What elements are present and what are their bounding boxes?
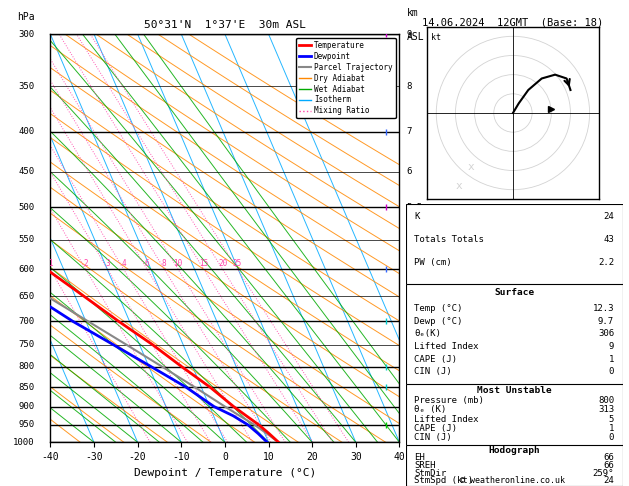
Text: Totals Totals: Totals Totals [415,235,484,244]
Text: x: x [467,162,474,172]
Text: 2: 2 [83,259,88,268]
Text: 1: 1 [609,355,614,364]
Legend: Temperature, Dewpoint, Parcel Trajectory, Dry Adiabat, Wet Adiabat, Isotherm, Mi: Temperature, Dewpoint, Parcel Trajectory… [296,38,396,119]
Text: CIN (J): CIN (J) [415,433,452,442]
Text: 313: 313 [598,405,614,415]
Text: 3: 3 [105,259,109,268]
Text: 20: 20 [218,259,227,268]
Text: 15: 15 [199,259,208,268]
Text: LCL: LCL [406,425,423,434]
Text: Surface: Surface [494,288,534,297]
Text: 6: 6 [145,259,149,268]
Text: θₑ(K): θₑ(K) [415,330,442,338]
Text: 7: 7 [406,127,412,136]
Text: 24: 24 [603,212,614,221]
Text: θₑ (K): θₑ (K) [415,405,447,415]
Text: 14.06.2024  12GMT  (Base: 18): 14.06.2024 12GMT (Base: 18) [422,17,603,27]
Text: 350: 350 [18,82,35,91]
Text: 12.3: 12.3 [593,304,614,313]
X-axis label: Dewpoint / Temperature (°C): Dewpoint / Temperature (°C) [134,468,316,478]
Text: 700: 700 [18,317,35,326]
Text: 1: 1 [609,424,614,433]
Text: 0: 0 [609,433,614,442]
Text: 600: 600 [18,264,35,274]
Text: 0.5: 0.5 [406,420,423,429]
Text: 9: 9 [406,30,412,38]
Text: 66: 66 [603,461,614,470]
Text: ASL: ASL [406,32,424,42]
Text: 2: 2 [406,362,412,371]
Text: K: K [415,212,420,221]
Text: 259°: 259° [593,469,614,478]
Text: EH: EH [415,453,425,462]
Text: 800: 800 [18,362,35,371]
Text: PW (cm): PW (cm) [415,258,452,267]
Text: 2.5: 2.5 [406,340,423,349]
Text: 400: 400 [18,127,35,136]
Text: 8: 8 [162,259,167,268]
Text: 6: 6 [406,167,412,176]
Text: Pressure (mb): Pressure (mb) [415,396,484,405]
Text: 8: 8 [406,82,412,91]
Text: 1: 1 [48,259,53,268]
Text: kt: kt [430,33,440,42]
Text: 25: 25 [233,259,242,268]
Text: 450: 450 [18,167,35,176]
Text: 9: 9 [609,342,614,351]
Text: 500: 500 [18,203,35,212]
Text: 550: 550 [18,235,35,244]
Text: CAPE (J): CAPE (J) [415,355,457,364]
Text: Dewp (°C): Dewp (°C) [415,317,463,326]
Text: StmDir: StmDir [415,469,447,478]
Text: 4: 4 [121,259,126,268]
Text: 650: 650 [18,292,35,301]
Text: Lifted Index: Lifted Index [415,415,479,424]
Text: 1000: 1000 [13,438,35,447]
Text: CAPE (J): CAPE (J) [415,424,457,433]
Text: hPa: hPa [17,12,35,22]
Text: 800: 800 [598,396,614,405]
Text: 0: 0 [609,367,614,376]
Text: 9.7: 9.7 [598,317,614,326]
Text: 5.5: 5.5 [406,203,423,212]
Text: 900: 900 [18,402,35,411]
Text: Lifted Index: Lifted Index [415,342,479,351]
Text: 950: 950 [18,420,35,429]
Text: x: x [456,181,463,191]
Text: 300: 300 [18,30,35,38]
Text: 850: 850 [18,382,35,392]
Text: Mixing Ratio (g/kg): Mixing Ratio (g/kg) [444,220,453,322]
Text: 5: 5 [609,415,614,424]
Text: 3: 3 [406,317,412,326]
Text: 1.5: 1.5 [406,382,423,392]
Text: © weatheronline.co.uk: © weatheronline.co.uk [460,476,565,485]
Text: 10: 10 [174,259,182,268]
Text: 4: 4 [406,264,412,274]
Text: StmSpd (kt): StmSpd (kt) [415,476,474,486]
Text: 750: 750 [18,340,35,349]
Text: 306: 306 [598,330,614,338]
Text: 66: 66 [603,453,614,462]
Text: 24: 24 [603,476,614,486]
Title: 50°31'N  1°37'E  30m ASL: 50°31'N 1°37'E 30m ASL [144,20,306,31]
Text: 5: 5 [406,235,412,244]
Text: Hodograph: Hodograph [488,446,540,455]
Text: 43: 43 [603,235,614,244]
Text: Most Unstable: Most Unstable [477,386,552,396]
Text: km: km [406,8,418,17]
Text: 2.2: 2.2 [598,258,614,267]
Text: 1: 1 [406,402,412,411]
Text: CIN (J): CIN (J) [415,367,452,376]
Text: SREH: SREH [415,461,436,470]
Text: Temp (°C): Temp (°C) [415,304,463,313]
